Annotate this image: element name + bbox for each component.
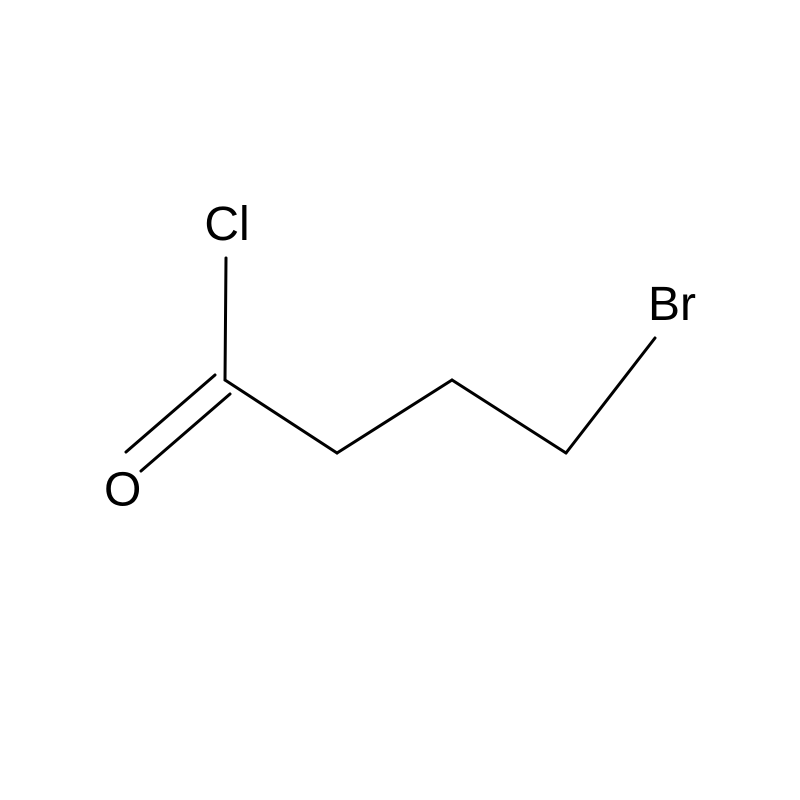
atom-label-o: O bbox=[104, 464, 141, 517]
bond-double bbox=[126, 375, 215, 452]
atom-label-br: Br bbox=[648, 278, 696, 331]
bond-single bbox=[225, 258, 226, 380]
bond-single bbox=[337, 380, 452, 453]
molecule-canvas: Cl O Br bbox=[0, 0, 800, 800]
bond-double bbox=[141, 394, 230, 471]
bond-single bbox=[225, 380, 337, 453]
bond-single bbox=[566, 338, 655, 453]
atom-label-cl: Cl bbox=[204, 198, 249, 251]
bond-single bbox=[452, 380, 566, 453]
